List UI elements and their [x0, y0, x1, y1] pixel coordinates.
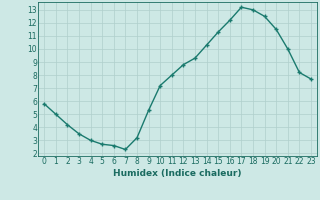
X-axis label: Humidex (Indice chaleur): Humidex (Indice chaleur) [113, 169, 242, 178]
